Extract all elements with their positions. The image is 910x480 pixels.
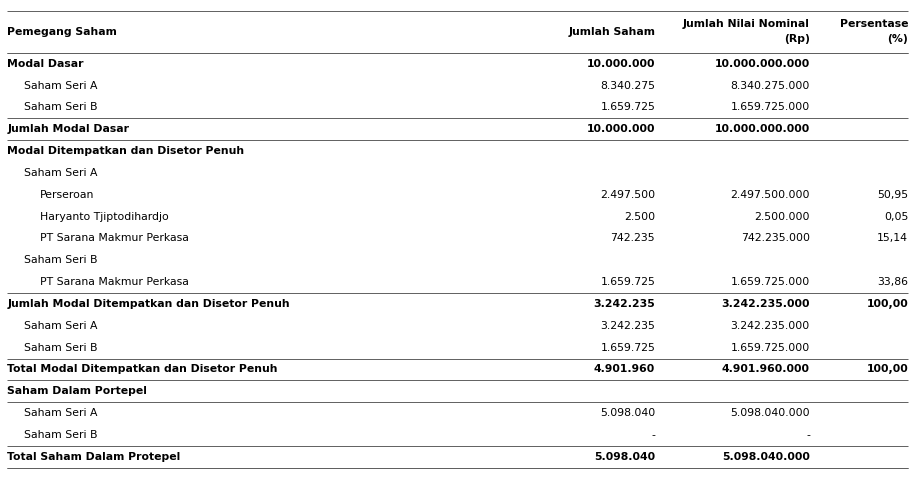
Text: Modal Ditempatkan dan Disetor Penuh: Modal Ditempatkan dan Disetor Penuh [7,146,245,156]
Text: 1.659.725.000: 1.659.725.000 [731,102,810,112]
Text: 1.659.725.000: 1.659.725.000 [731,343,810,353]
Text: Saham Seri B: Saham Seri B [24,430,97,440]
Text: (%): (%) [887,34,908,44]
Text: 2.497.500.000: 2.497.500.000 [731,190,810,200]
Text: 4.901.960: 4.901.960 [594,364,655,374]
Text: 3.242.235.000: 3.242.235.000 [722,299,810,309]
Text: Saham Seri A: Saham Seri A [24,168,97,178]
Text: 2.497.500: 2.497.500 [600,190,655,200]
Text: Pemegang Saham: Pemegang Saham [7,27,117,36]
Text: 5.098.040: 5.098.040 [594,452,655,462]
Text: 1.659.725.000: 1.659.725.000 [731,277,810,287]
Text: Persentase: Persentase [840,19,908,29]
Text: 0,05: 0,05 [884,212,908,222]
Text: -: - [652,430,655,440]
Text: Jumlah Saham: Jumlah Saham [568,27,655,36]
Text: PT Sarana Makmur Perkasa: PT Sarana Makmur Perkasa [40,277,189,287]
Text: Total Saham Dalam Protepel: Total Saham Dalam Protepel [7,452,180,462]
Text: (Rp): (Rp) [784,34,810,44]
Text: 3.242.235: 3.242.235 [593,299,655,309]
Text: 8.340.275.000: 8.340.275.000 [731,81,810,91]
Text: Total Modal Ditempatkan dan Disetor Penuh: Total Modal Ditempatkan dan Disetor Penu… [7,364,278,374]
Text: 100,00: 100,00 [866,364,908,374]
Text: Saham Seri A: Saham Seri A [24,321,97,331]
Text: 100,00: 100,00 [866,299,908,309]
Text: 3.242.235.000: 3.242.235.000 [731,321,810,331]
Text: 4.901.960.000: 4.901.960.000 [722,364,810,374]
Text: 5.098.040.000: 5.098.040.000 [722,452,810,462]
Text: Jumlah Modal Dasar: Jumlah Modal Dasar [7,124,129,134]
Text: Saham Seri B: Saham Seri B [24,255,97,265]
Text: 5.098.040.000: 5.098.040.000 [730,408,810,418]
Text: Jumlah Modal Ditempatkan dan Disetor Penuh: Jumlah Modal Ditempatkan dan Disetor Pen… [7,299,290,309]
Text: 15,14: 15,14 [877,233,908,243]
Text: 3.242.235: 3.242.235 [601,321,655,331]
Text: 742.235: 742.235 [611,233,655,243]
Text: Saham Dalam Portepel: Saham Dalam Portepel [7,386,147,396]
Text: Jumlah Nilai Nominal: Jumlah Nilai Nominal [683,19,810,29]
Text: Saham Seri A: Saham Seri A [24,81,97,91]
Text: 2.500.000: 2.500.000 [754,212,810,222]
Text: Saham Seri B: Saham Seri B [24,102,97,112]
Text: Saham Seri A: Saham Seri A [24,408,97,418]
Text: 10.000.000.000: 10.000.000.000 [714,124,810,134]
Text: 1.659.725: 1.659.725 [601,102,655,112]
Text: 742.235.000: 742.235.000 [741,233,810,243]
Text: -: - [806,430,810,440]
Text: 8.340.275: 8.340.275 [601,81,655,91]
Text: 10.000.000: 10.000.000 [587,59,655,69]
Text: 5.098.040: 5.098.040 [600,408,655,418]
Text: 50,95: 50,95 [877,190,908,200]
Text: PT Sarana Makmur Perkasa: PT Sarana Makmur Perkasa [40,233,189,243]
Text: 1.659.725: 1.659.725 [601,343,655,353]
Text: Haryanto Tjiptodihardjo: Haryanto Tjiptodihardjo [40,212,168,222]
Text: Saham Seri B: Saham Seri B [24,343,97,353]
Text: 33,86: 33,86 [877,277,908,287]
Text: Perseroan: Perseroan [40,190,95,200]
Text: 10.000.000: 10.000.000 [587,124,655,134]
Text: Modal Dasar: Modal Dasar [7,59,84,69]
Text: 10.000.000.000: 10.000.000.000 [714,59,810,69]
Text: 1.659.725: 1.659.725 [601,277,655,287]
Text: 2.500: 2.500 [624,212,655,222]
